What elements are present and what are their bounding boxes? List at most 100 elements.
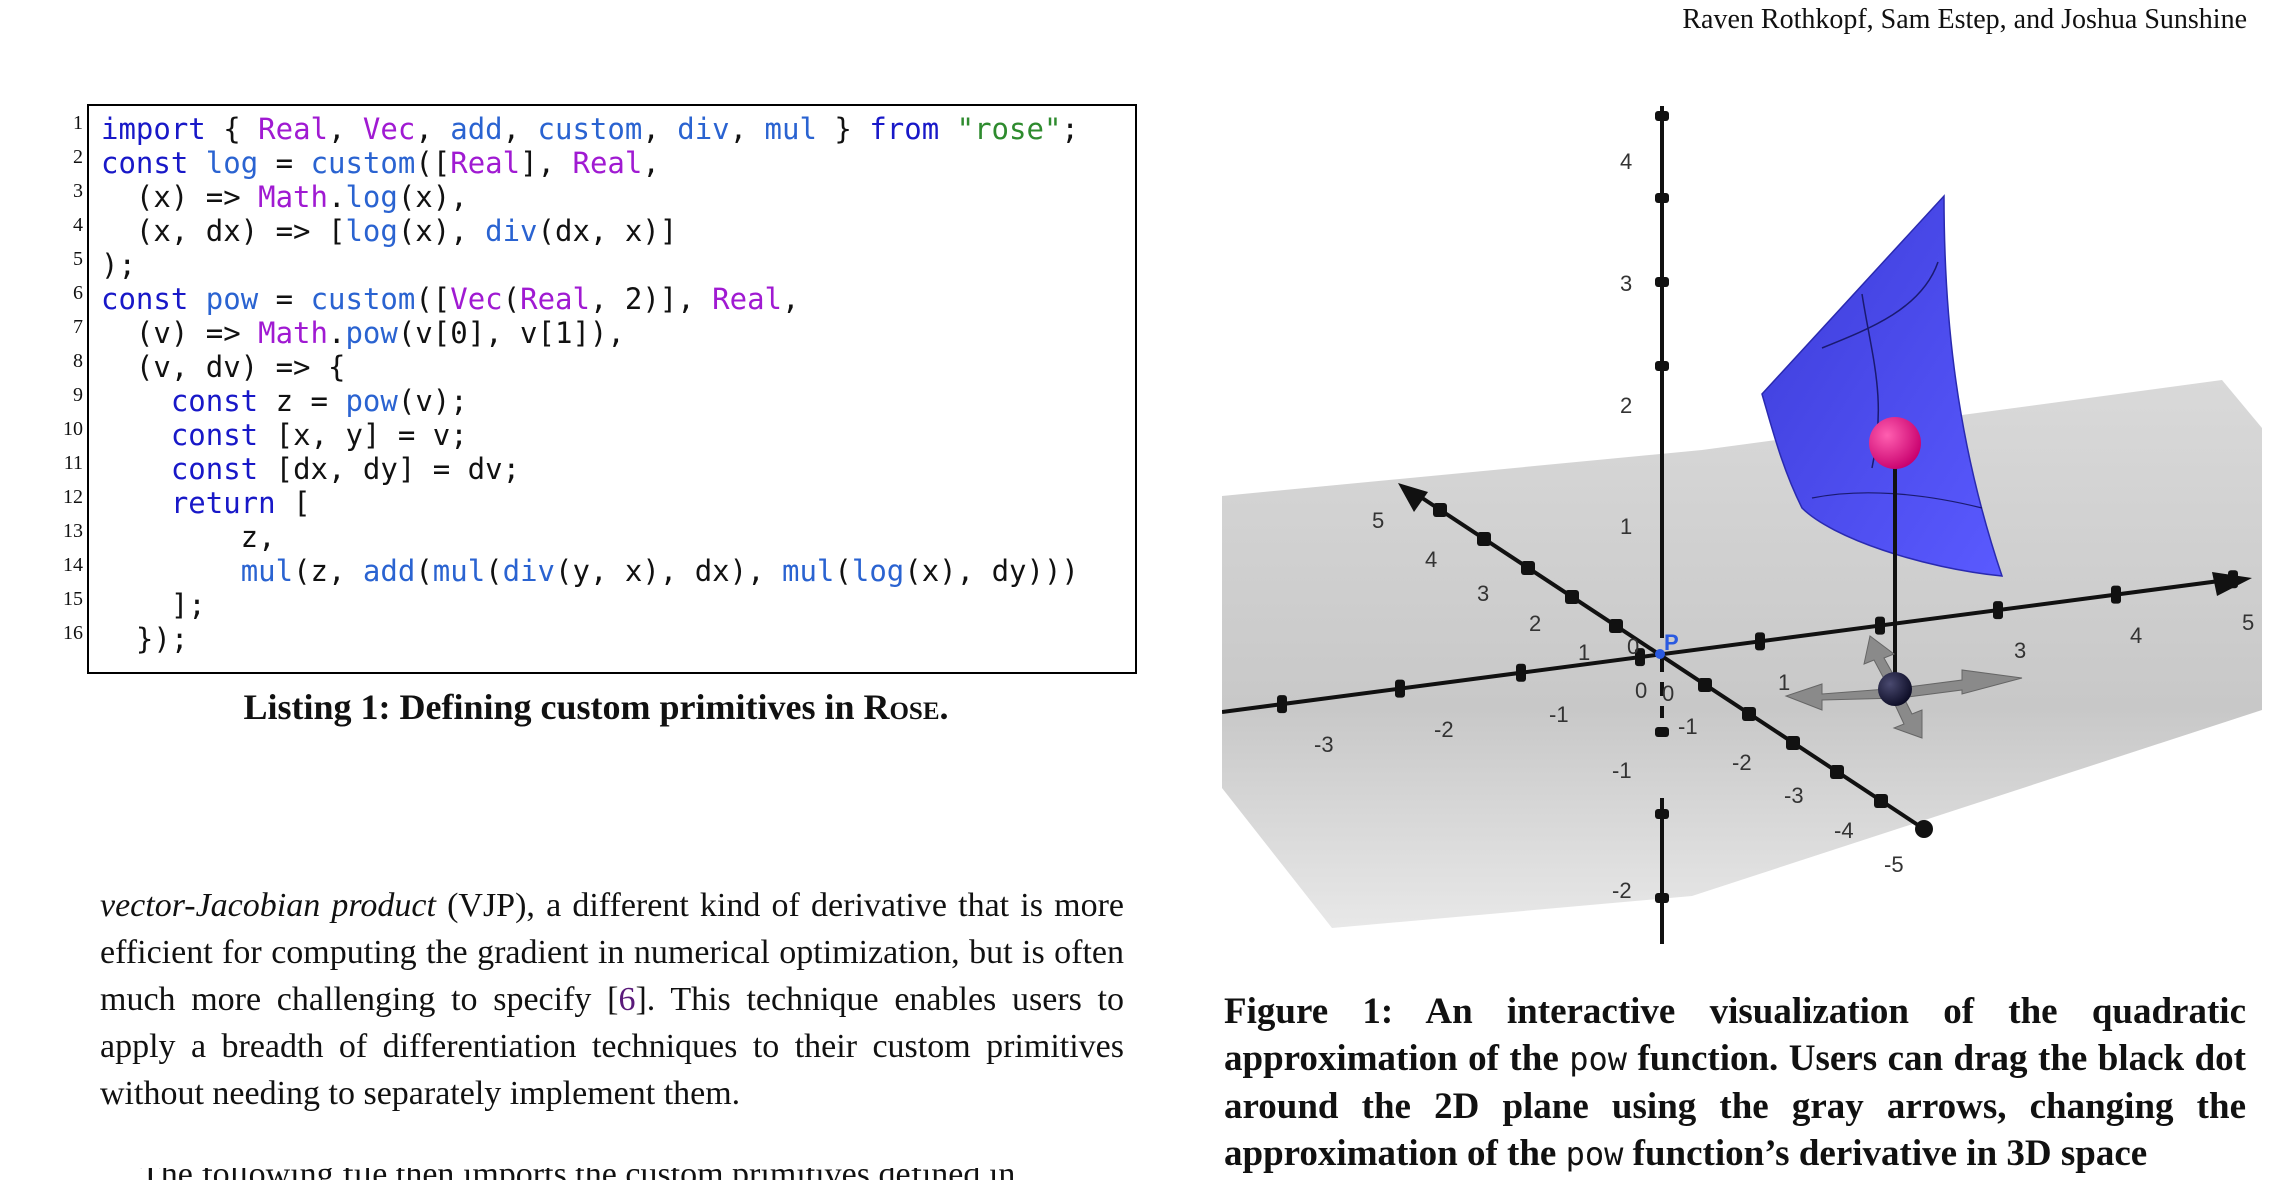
tick-mark bbox=[1635, 648, 1645, 667]
y-tick-marks bbox=[1433, 503, 1888, 808]
body-text: (VJP), a different kind of derivative th… bbox=[100, 887, 1124, 1018]
function-name: custom bbox=[310, 146, 416, 180]
tick-mark bbox=[1786, 736, 1800, 750]
citation-link[interactable]: 6 bbox=[618, 981, 636, 1018]
keyword: const bbox=[170, 452, 259, 486]
draggable-dot[interactable] bbox=[1878, 672, 1912, 706]
code-line-12: return [ bbox=[101, 486, 1135, 520]
approximation-surface bbox=[1761, 194, 2004, 577]
code-text: . bbox=[327, 180, 346, 214]
function-name: div bbox=[677, 112, 730, 146]
code-text: } bbox=[816, 112, 870, 146]
code-text: (x), bbox=[397, 214, 486, 248]
keyword: import bbox=[101, 112, 206, 146]
tick-mark bbox=[1395, 679, 1405, 698]
tick-mark bbox=[1875, 616, 1885, 635]
code-line-4: (x, dx) => [log(x), div(dx, x)] bbox=[101, 214, 1135, 248]
code-text: , bbox=[415, 112, 451, 146]
line-number: 8 bbox=[73, 350, 83, 372]
code-line-14: mul(z, add(mul(div(y, x), dx), mul(log(x… bbox=[101, 554, 1135, 588]
tick-mark bbox=[1433, 503, 1447, 517]
line-numbers: 1 2 3 4 5 6 7 8 9 10 11 12 13 14 15 16 bbox=[55, 106, 83, 650]
line-number: 2 bbox=[73, 146, 83, 168]
type-name: Real bbox=[520, 282, 590, 316]
function-name: custom bbox=[310, 282, 416, 316]
listing-caption-end: . bbox=[939, 687, 949, 727]
tick-mark bbox=[1655, 361, 1669, 371]
code-text: ], bbox=[520, 146, 573, 180]
y-axis-arrowhead bbox=[1398, 483, 1428, 512]
code-text: [ bbox=[275, 486, 311, 520]
code-text: (v); bbox=[397, 384, 468, 418]
function-name: custom bbox=[537, 112, 643, 146]
line-number: 6 bbox=[73, 282, 83, 304]
tick-mark bbox=[1830, 765, 1844, 779]
x-tick-label: 3 bbox=[2014, 638, 2026, 663]
code-text bbox=[188, 282, 205, 316]
code-text bbox=[939, 112, 956, 146]
tick-mark bbox=[1521, 561, 1535, 575]
code-text: (v) => bbox=[101, 316, 259, 350]
function-name: log bbox=[205, 146, 259, 180]
y-tick-label: 3 bbox=[1477, 581, 1489, 606]
line-number: 3 bbox=[73, 180, 83, 202]
origin-label: 0 bbox=[1627, 634, 1639, 659]
xy-plane bbox=[1222, 380, 2262, 928]
cut-off-text: The following file then imports the cust… bbox=[140, 1168, 1015, 1180]
function-name: add bbox=[362, 554, 416, 588]
listing-caption: Listing 1: Defining custom primitives in… bbox=[55, 686, 1137, 728]
code-text: . bbox=[327, 316, 346, 350]
keyword: from bbox=[869, 112, 940, 146]
origin-label: 0 bbox=[1635, 678, 1647, 703]
code-listing: 1 2 3 4 5 6 7 8 9 10 11 12 13 14 15 16 i… bbox=[55, 104, 1137, 676]
code-text bbox=[101, 554, 241, 588]
code-text: (y, x), dx), bbox=[555, 554, 783, 588]
x-tick-label: 1 bbox=[1778, 670, 1790, 695]
figure-caption-text: function’s derivative in 3D space bbox=[1623, 1133, 2148, 1174]
function-name: log bbox=[851, 554, 905, 588]
code-text: , bbox=[729, 112, 765, 146]
tick-mark bbox=[1655, 893, 1669, 903]
x-tick-label: -1 bbox=[1549, 702, 1569, 727]
origin-point bbox=[1655, 649, 1665, 659]
code-text: ([ bbox=[415, 146, 451, 180]
function-name: log bbox=[345, 214, 398, 248]
keyword: return bbox=[170, 486, 276, 520]
y-tick-label: -1 bbox=[1678, 714, 1698, 739]
y-tick-label: 4 bbox=[1425, 547, 1437, 572]
type-name: Math bbox=[258, 316, 328, 350]
keyword: const bbox=[101, 282, 189, 316]
code-line-7: (v) => Math.pow(v[0], v[1]), bbox=[101, 316, 1135, 350]
code-text: (x), bbox=[397, 180, 468, 214]
inline-code: pow bbox=[1569, 1040, 1628, 1078]
surface-gridline bbox=[1821, 261, 1939, 349]
x-axis bbox=[1222, 578, 2228, 714]
code-text bbox=[101, 452, 171, 486]
line-number: 9 bbox=[73, 384, 83, 406]
tick-mark bbox=[1655, 727, 1669, 737]
type-name: Math bbox=[258, 180, 328, 214]
code-text: , bbox=[782, 282, 800, 316]
z-tick-label: -1 bbox=[1612, 758, 1632, 783]
type-name: Real bbox=[258, 112, 328, 146]
x-tick-label: 5 bbox=[2242, 610, 2254, 635]
code-text: (v[0], v[1]), bbox=[397, 316, 625, 350]
function-name: mul bbox=[782, 554, 835, 588]
code-text: [x, y] = v; bbox=[258, 418, 468, 452]
y-tick-label: 1 bbox=[1578, 640, 1590, 665]
italic-term: vector-Jacobian product bbox=[100, 887, 436, 924]
code-block: import { Real, Vec, add, custom, div, mu… bbox=[87, 104, 1137, 674]
line-number: 1 bbox=[73, 112, 83, 134]
tick-mark bbox=[1742, 707, 1756, 721]
code-line-9: const z = pow(v); bbox=[101, 384, 1135, 418]
function-name: pow bbox=[205, 282, 259, 316]
code-text bbox=[101, 384, 171, 418]
function-name: mul bbox=[432, 554, 486, 588]
code-text: ([ bbox=[415, 282, 451, 316]
function-value-point bbox=[1869, 417, 1921, 469]
type-name: Vec bbox=[450, 282, 503, 316]
tick-mark bbox=[1874, 794, 1888, 808]
line-number: 10 bbox=[63, 418, 83, 440]
code-text: (z, bbox=[293, 554, 363, 588]
figure-caption-text: function. Users can drag the black dot a… bbox=[1224, 1038, 2246, 1174]
